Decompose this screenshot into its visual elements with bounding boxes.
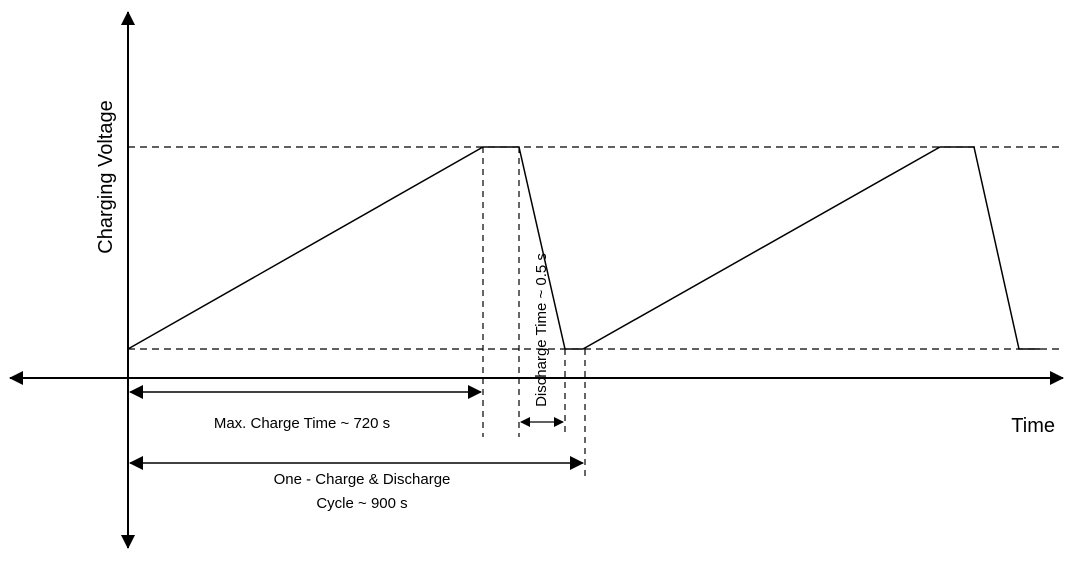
voltage-waveform xyxy=(127,146,1040,350)
x-axis-label: Time xyxy=(1011,415,1055,437)
y-axis-label: Charging Voltage xyxy=(95,100,117,253)
cycle-label-line1: One - Charge & Discharge xyxy=(274,471,451,488)
cycle-label-line2: Cycle ~ 900 s xyxy=(316,495,407,512)
discharge-time-label: Discharge Time ~ 0.5 s xyxy=(533,253,550,407)
max-charge-time-label: Max. Charge Time ~ 720 s xyxy=(214,415,390,432)
